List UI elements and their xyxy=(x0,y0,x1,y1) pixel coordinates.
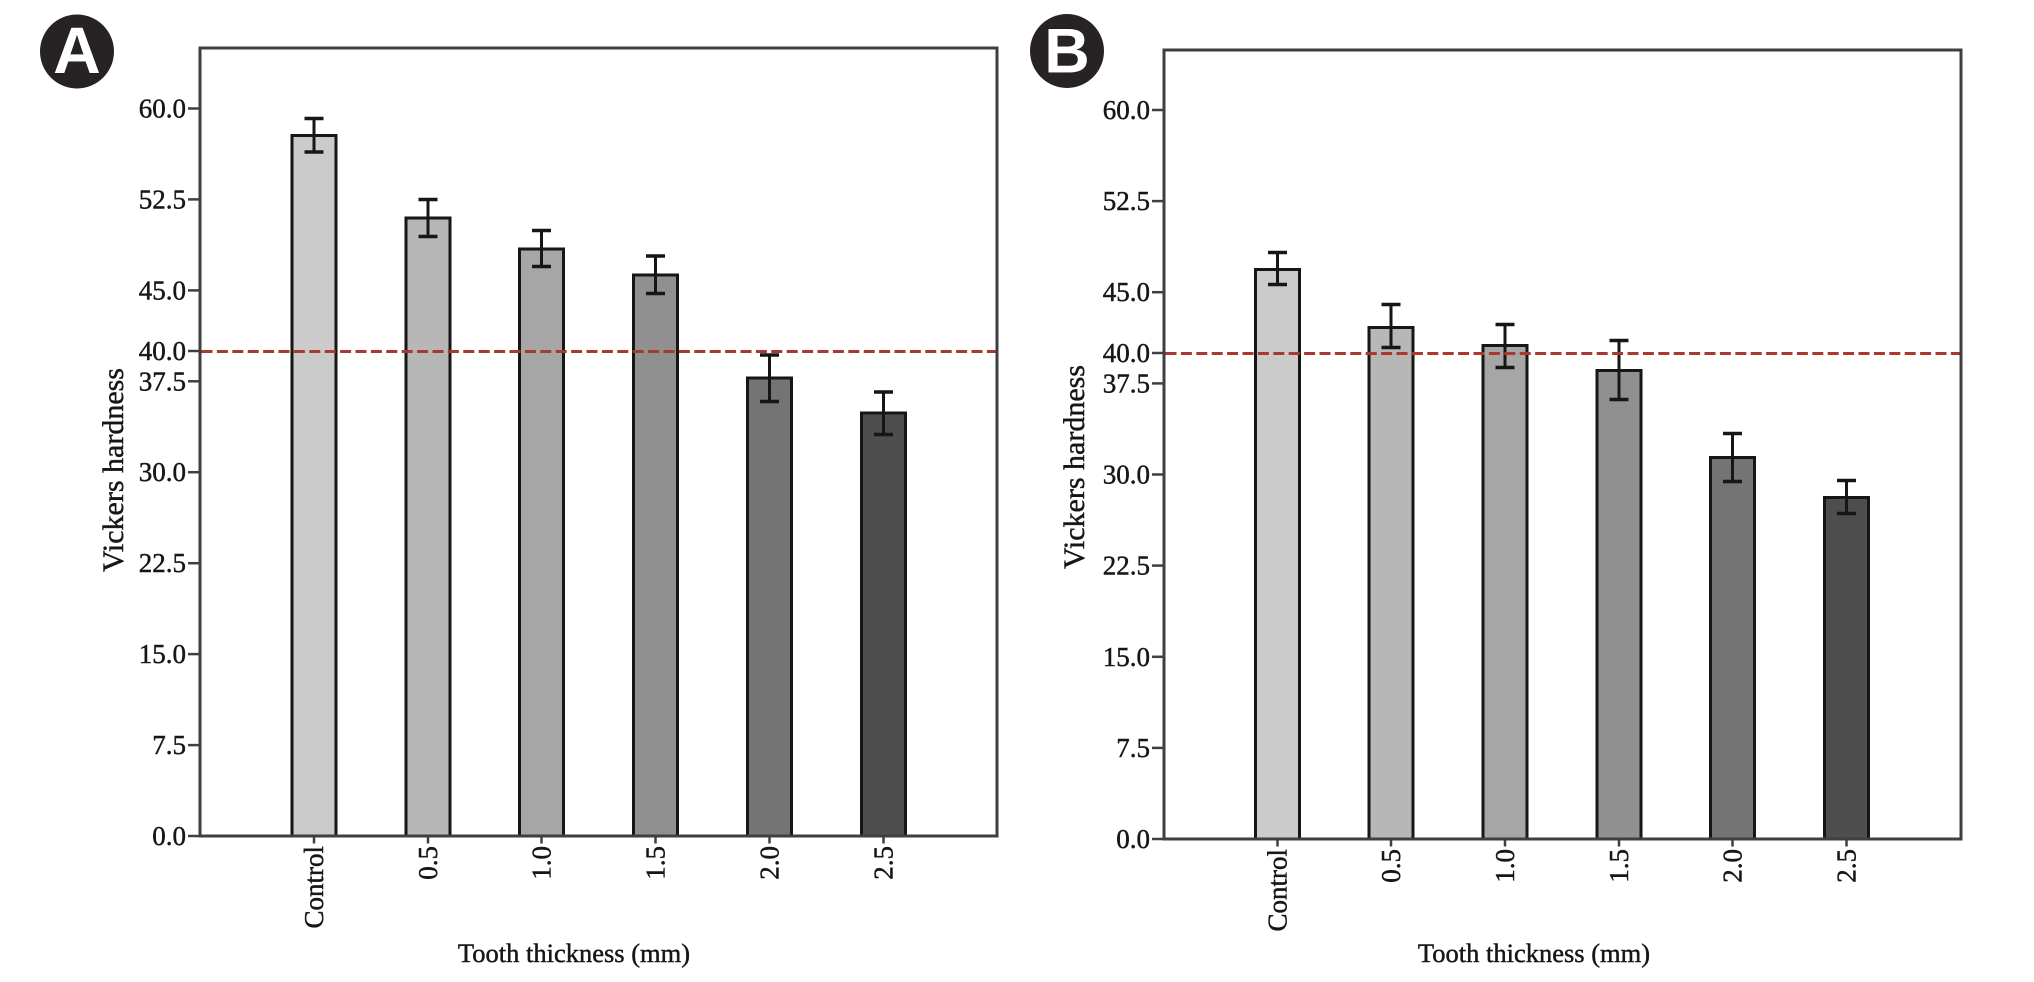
svg-text:0.5: 0.5 xyxy=(413,846,443,880)
svg-text:15.0: 15.0 xyxy=(139,639,186,669)
svg-text:60.0: 60.0 xyxy=(1103,95,1150,125)
svg-text:0.0: 0.0 xyxy=(1116,824,1150,854)
svg-text:37.5: 37.5 xyxy=(1103,368,1150,398)
svg-text:1.5: 1.5 xyxy=(1604,849,1634,883)
svg-text:Vickers hardness: Vickers hardness xyxy=(97,368,130,572)
svg-text:7.5: 7.5 xyxy=(1116,733,1150,763)
svg-text:52.5: 52.5 xyxy=(139,184,186,214)
svg-text:37.5: 37.5 xyxy=(139,366,186,396)
svg-text:0.5: 0.5 xyxy=(1376,849,1406,883)
svg-text:45.0: 45.0 xyxy=(1103,277,1150,307)
svg-text:60.0: 60.0 xyxy=(139,94,186,124)
svg-text:2.0: 2.0 xyxy=(1718,849,1748,883)
svg-text:30.0: 30.0 xyxy=(1103,460,1150,490)
svg-text:22.5: 22.5 xyxy=(139,548,186,578)
svg-text:2.0: 2.0 xyxy=(755,846,785,880)
svg-text:40.0: 40.0 xyxy=(1103,338,1150,368)
svg-text:30.0: 30.0 xyxy=(139,457,186,487)
svg-text:1.5: 1.5 xyxy=(641,846,671,880)
svg-text:7.5: 7.5 xyxy=(152,730,186,760)
svg-text:40.0: 40.0 xyxy=(139,336,186,366)
svg-text:2.5: 2.5 xyxy=(1832,849,1862,883)
svg-text:1.0: 1.0 xyxy=(527,846,557,880)
svg-text:A: A xyxy=(53,13,101,87)
svg-text:2.5: 2.5 xyxy=(869,846,899,880)
svg-text:45.0: 45.0 xyxy=(139,275,186,305)
svg-text:Control: Control xyxy=(1263,849,1293,932)
svg-text:Vickers hardness: Vickers hardness xyxy=(1058,365,1091,569)
svg-text:Tooth thickness (mm): Tooth thickness (mm) xyxy=(1418,938,1650,968)
svg-text:Tooth thickness (mm): Tooth thickness (mm) xyxy=(458,938,690,968)
svg-text:15.0: 15.0 xyxy=(1103,642,1150,672)
svg-text:Control: Control xyxy=(299,846,329,929)
svg-text:1.0: 1.0 xyxy=(1490,849,1520,883)
svg-text:0.0: 0.0 xyxy=(152,821,186,851)
svg-text:52.5: 52.5 xyxy=(1103,186,1150,216)
svg-text:22.5: 22.5 xyxy=(1103,551,1150,581)
svg-text:B: B xyxy=(1044,17,1090,87)
